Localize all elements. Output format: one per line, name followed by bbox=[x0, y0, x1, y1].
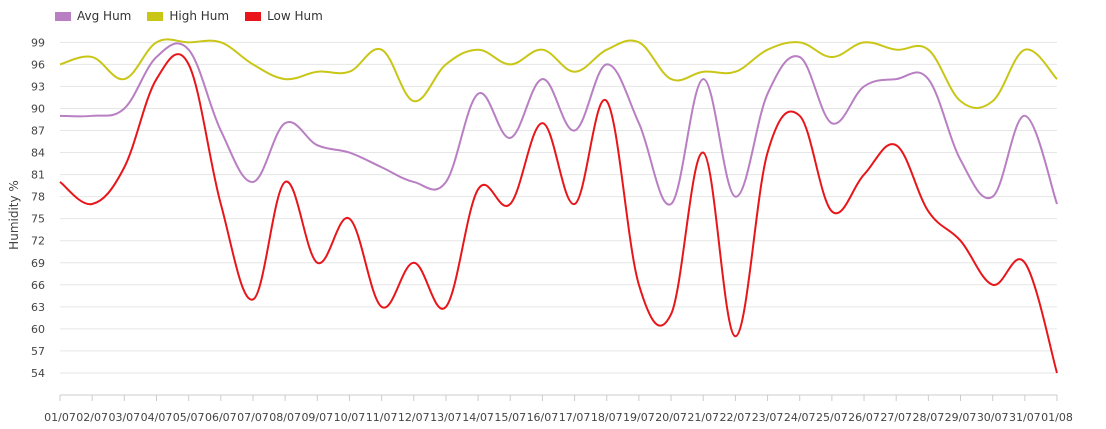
series-layer bbox=[59, 38, 1058, 374]
legend-item-avg-hum[interactable]: Avg Hum bbox=[55, 9, 131, 23]
x-tick-label: 14/07 bbox=[462, 411, 494, 424]
x-tick-label: 12/07 bbox=[398, 411, 430, 424]
y-axis-title: Humidity % bbox=[7, 180, 21, 250]
legend-item-high-hum[interactable]: High Hum bbox=[147, 9, 229, 23]
x-tick-label: 19/07 bbox=[623, 411, 655, 424]
y-tick-label: 63 bbox=[31, 301, 45, 314]
x-tick-label: 16/07 bbox=[527, 411, 559, 424]
x-tick-label: 25/07 bbox=[816, 411, 848, 424]
series-line-high-hum[interactable] bbox=[59, 38, 1058, 110]
y-tick-label: 96 bbox=[31, 58, 45, 71]
x-tick-label: 06/07 bbox=[205, 411, 237, 424]
x-tick-label: 15/07 bbox=[494, 411, 526, 424]
x-tick-label: 23/07 bbox=[752, 411, 784, 424]
grid-layer bbox=[60, 41, 1057, 374]
y-tick-label: 90 bbox=[31, 102, 45, 115]
legend-label-high-hum: High Hum bbox=[169, 9, 230, 23]
legend-item-low-hum[interactable]: Low Hum bbox=[245, 9, 323, 23]
x-tick-label: 30/07 bbox=[977, 411, 1009, 424]
x-tick-label: 13/07 bbox=[430, 411, 462, 424]
x-tick-label: 20/07 bbox=[655, 411, 687, 424]
legend: Avg Hum High Hum Low Hum bbox=[55, 9, 323, 23]
x-tick-label: 18/07 bbox=[591, 411, 623, 424]
x-tick-label: 22/07 bbox=[720, 411, 752, 424]
y-tick-label: 66 bbox=[31, 279, 45, 292]
x-tick-label: 26/07 bbox=[848, 411, 880, 424]
y-tick-label: 69 bbox=[31, 257, 45, 270]
x-tick-label: 03/07 bbox=[108, 411, 140, 424]
y-tick-label: 84 bbox=[31, 147, 45, 160]
x-axis: 01/07 02/07 03/07 04/07 05/07 06/07 07/07 08/07… bbox=[44, 394, 1073, 424]
series-line-low-hum[interactable] bbox=[59, 53, 1058, 374]
y-tick-label: 78 bbox=[31, 191, 45, 204]
x-tick-label: 29/07 bbox=[945, 411, 977, 424]
x-tick-label: 07/07 bbox=[237, 411, 269, 424]
x-tick-label: 24/07 bbox=[784, 411, 816, 424]
x-tick-label: 04/07 bbox=[141, 411, 173, 424]
x-tick-label: 08/07 bbox=[269, 411, 301, 424]
y-tick-label: 99 bbox=[31, 36, 45, 49]
y-tick-label: 93 bbox=[31, 80, 45, 93]
y-tick-label: 60 bbox=[31, 323, 45, 336]
x-tick-label: 27/07 bbox=[880, 411, 912, 424]
x-tick-label: 11/07 bbox=[366, 411, 398, 424]
y-tick-label: 72 bbox=[31, 235, 45, 248]
legend-label-avg-hum: Avg Hum bbox=[77, 9, 132, 23]
x-tick-label: 01/07 bbox=[44, 411, 76, 424]
y-axis: 54 57 60 63 66 69 72 75 78 81 84 87 90 93 96 99 bbox=[31, 36, 45, 380]
legend-swatch-high-hum bbox=[147, 11, 164, 21]
x-tick-label: 01/08 bbox=[1041, 411, 1073, 424]
x-tick-label: 05/07 bbox=[173, 411, 205, 424]
x-tick-label: 31/07 bbox=[1009, 411, 1041, 424]
y-tick-label: 54 bbox=[31, 367, 45, 380]
x-tick-label: 21/07 bbox=[687, 411, 719, 424]
legend-label-low-hum: Low Hum bbox=[267, 9, 323, 23]
y-tick-label: 87 bbox=[31, 125, 45, 138]
y-tick-label: 57 bbox=[31, 345, 45, 358]
x-tick-label: 17/07 bbox=[559, 411, 591, 424]
x-tick-label: 09/07 bbox=[301, 411, 333, 424]
legend-swatch-avg-hum bbox=[55, 11, 71, 21]
y-tick-label: 75 bbox=[31, 213, 45, 226]
x-tick-label: 28/07 bbox=[913, 411, 945, 424]
legend-swatch-low-hum bbox=[245, 11, 262, 21]
x-tick-label: 10/07 bbox=[334, 411, 366, 424]
series-line-avg-hum[interactable] bbox=[59, 42, 1058, 206]
x-tick-label: 02/07 bbox=[76, 411, 108, 424]
y-tick-label: 81 bbox=[31, 169, 45, 182]
